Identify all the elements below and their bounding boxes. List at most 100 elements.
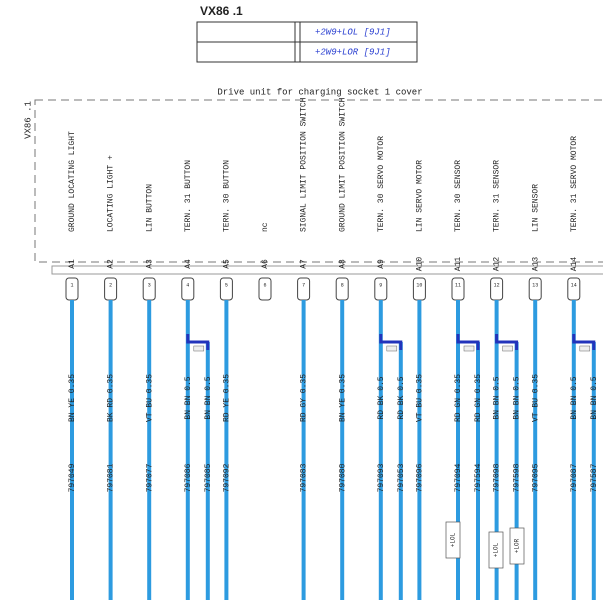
- pin-function: TERN. 31 BUTTON: [184, 160, 193, 232]
- pin-label: A5: [223, 259, 232, 269]
- pin-box: [104, 277, 118, 301]
- wire-id: 797594: [474, 463, 483, 492]
- wire-code: BN BN 0.5: [204, 376, 213, 419]
- wire-id: 797081: [107, 463, 116, 492]
- tag-box: [509, 527, 525, 565]
- pin-box: [490, 277, 504, 301]
- pin-function: TERN. 31 SERVO MOTOR: [570, 136, 579, 232]
- wire-code: BN BN 0.5: [590, 376, 599, 419]
- wire-code: VT BU 0.35: [416, 374, 425, 422]
- wire-id: 797086: [184, 463, 193, 492]
- wire-code: RD GN 0.35: [474, 374, 483, 422]
- component-box: [34, 99, 603, 263]
- pin-label: A8: [338, 259, 347, 269]
- pin-function: TERN. 31 SENSOR: [493, 160, 502, 232]
- pin-label: A12: [493, 257, 502, 272]
- tag: +LOL: [493, 542, 500, 557]
- splice-box: [386, 345, 398, 352]
- wire-code: BN BN 0.5: [513, 376, 522, 419]
- wire-code: VT BU 0.35: [531, 374, 540, 422]
- pin-function: TERN. 30 SENSOR: [454, 160, 463, 232]
- splice: [572, 334, 596, 350]
- pin-number: 11: [455, 282, 461, 288]
- wire-id: 797095: [531, 463, 540, 492]
- pin-label: A1: [68, 259, 77, 269]
- wire-code: BN YE 0.35: [68, 374, 77, 422]
- wire-code: BN BN 0.5: [570, 376, 579, 419]
- wire-id: 797587: [590, 463, 599, 492]
- pin-box: [335, 277, 349, 301]
- pin-function: TERN. 30 SERVO MOTOR: [377, 136, 386, 232]
- wire-id: 797092: [223, 463, 232, 492]
- pin-label: A11: [454, 257, 463, 272]
- wire-code: VT BU 0.35: [145, 374, 154, 422]
- wire-code: RD BK 0.5: [377, 376, 386, 419]
- wire-code: RD GN 0.35: [454, 374, 463, 422]
- wire-code: RD GY 0.35: [300, 374, 309, 422]
- pin-number: 5: [225, 282, 228, 288]
- pin-function: GROUND LIMIT POSITION SWITCH: [338, 97, 347, 232]
- tag-box: [445, 521, 461, 559]
- pin-number: 12: [494, 282, 500, 288]
- splice-box: [502, 345, 513, 352]
- pin-number: 8: [341, 282, 344, 288]
- splice: [186, 334, 210, 350]
- pin-box: [65, 277, 79, 301]
- splice: [495, 334, 519, 350]
- wire-id: 797598: [513, 463, 522, 492]
- tag: +LOL: [450, 532, 457, 547]
- pin-function: LOCATING LIGHT +: [107, 155, 116, 232]
- pin-label: A10: [416, 257, 425, 272]
- pin-function: LIN BUTTON: [145, 184, 154, 232]
- wire-id: 797094: [454, 463, 463, 492]
- wire-id: 797053: [397, 463, 406, 492]
- tag: +LOR: [514, 538, 521, 553]
- wire-code: RD BK 0.5: [397, 376, 406, 419]
- pin-number: 1: [70, 282, 73, 288]
- wire-code: BN YE 0.35: [338, 374, 347, 422]
- splice: [379, 334, 403, 350]
- pin-label: A3: [145, 259, 154, 269]
- splice: [456, 334, 480, 350]
- wire-id: 797093: [377, 463, 386, 492]
- wire-id: 797098: [493, 463, 502, 492]
- pin-number: 2: [109, 282, 112, 288]
- pin-number: 9: [379, 282, 382, 288]
- pin-function: nc: [261, 222, 270, 232]
- wire-code: BN BN 0.5: [184, 376, 193, 419]
- pin-number: 4: [186, 282, 189, 288]
- pin-function: LIN SENSOR: [531, 184, 540, 232]
- pin-function: GROUND LOCATING LIGHT: [68, 131, 77, 232]
- wire-id: 797087: [570, 463, 579, 492]
- pin-box: [181, 277, 195, 301]
- pin-box: [374, 277, 388, 301]
- pin-label: A2: [107, 259, 116, 269]
- wire-id: 797085: [204, 463, 213, 492]
- pin-box: [258, 277, 272, 301]
- pin-box: [219, 277, 233, 301]
- wire-id: 797083: [300, 463, 309, 492]
- header-row: +2W9+LOL [9J1]: [315, 27, 391, 37]
- pin-label: A6: [261, 259, 270, 269]
- pin-box: [528, 277, 542, 301]
- wire-code: BN BN 0.5: [493, 376, 502, 419]
- component-id: VX86 .1: [23, 101, 33, 139]
- pin-number: 14: [571, 282, 577, 288]
- wire-id: 797049: [68, 463, 77, 492]
- pin-box: [297, 277, 311, 301]
- pin-function: SIGNAL LIMIT POSITION SWITCH: [300, 97, 309, 232]
- pin-box: [142, 277, 156, 301]
- wire-code: RD YE 0.35: [223, 374, 232, 422]
- pin-number: 3: [148, 282, 151, 288]
- pin-label: A14: [570, 257, 579, 272]
- wire-id: 797080: [338, 463, 347, 492]
- pin-number: 6: [263, 282, 266, 288]
- component-title: Drive unit for charging socket 1 cover: [217, 87, 422, 97]
- header-title: VX86 .1: [200, 4, 243, 18]
- pin-number: 13: [532, 282, 538, 288]
- wire-code: BK RD 0.35: [107, 374, 116, 422]
- pin-function: LIN SERVO MOTOR: [416, 160, 425, 232]
- wire-id: 797096: [416, 463, 425, 492]
